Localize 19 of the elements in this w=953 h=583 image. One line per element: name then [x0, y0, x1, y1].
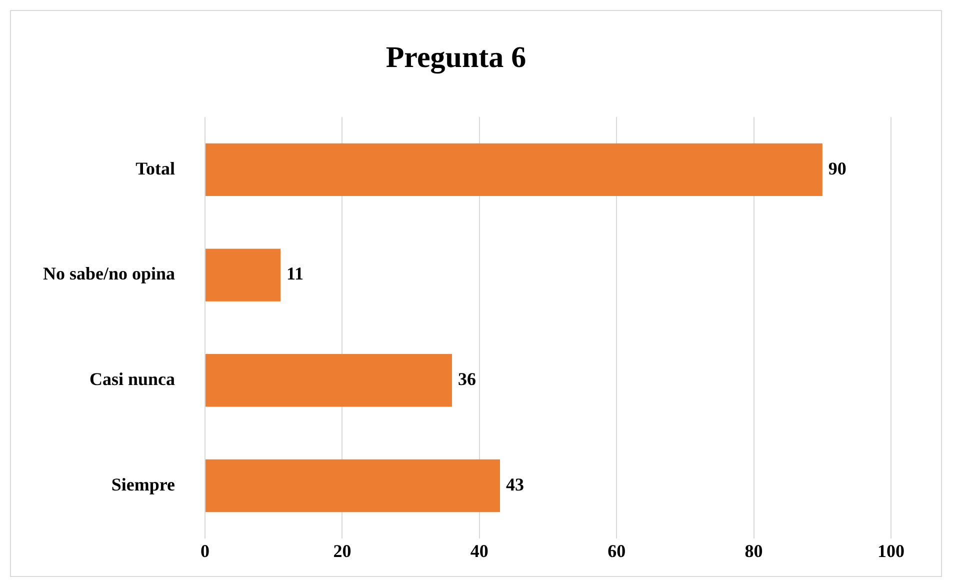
y-tick-label: Siempre	[111, 474, 176, 494]
y-tick-label: No sabe/no opina	[42, 264, 176, 284]
x-tick-label: 60	[608, 540, 626, 561]
x-tick-label: 20	[333, 540, 352, 561]
chart-title: Pregunta 6	[386, 40, 526, 74]
bar	[206, 143, 822, 196]
data-label: 90	[828, 158, 846, 178]
x-tick-label: 80	[744, 540, 763, 561]
data-label: 11	[286, 264, 304, 284]
data-label: 36	[458, 369, 476, 390]
y-tick-label: Casi nunca	[90, 369, 176, 390]
x-tick-label: 40	[470, 540, 488, 561]
bar	[206, 248, 280, 302]
x-tick-label: 100	[878, 540, 904, 561]
bar	[206, 459, 500, 512]
x-tick-label: 0	[200, 540, 210, 561]
bar	[206, 354, 452, 407]
data-label: 43	[506, 474, 524, 494]
y-tick-label: Total	[136, 158, 176, 178]
